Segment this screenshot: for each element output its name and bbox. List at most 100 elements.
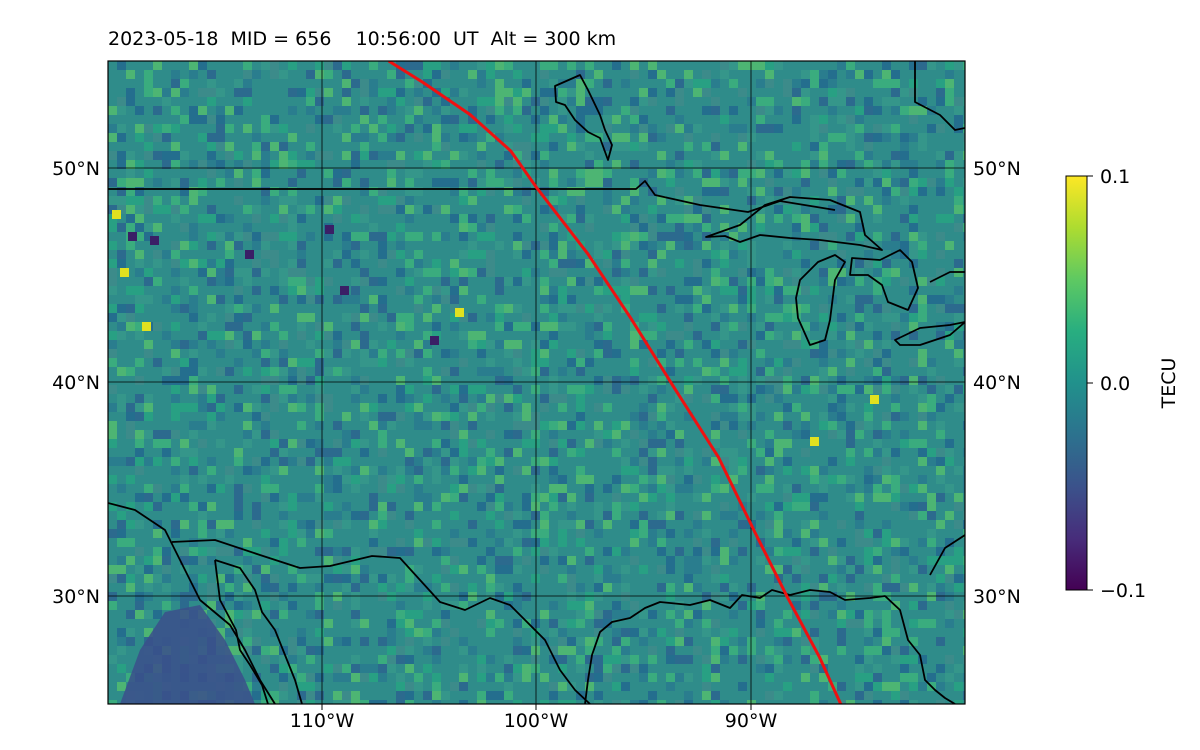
tec-cell — [603, 430, 612, 439]
tec-cell — [531, 574, 540, 583]
tec-cell — [414, 583, 423, 592]
tec-cell — [675, 214, 684, 223]
tec-cell — [819, 601, 828, 610]
tec-cell — [954, 313, 963, 322]
tec-cell — [468, 646, 477, 655]
tec-cell — [198, 70, 207, 79]
tec-cell — [666, 205, 675, 214]
tec-cell — [414, 628, 423, 637]
tec-cell — [891, 448, 900, 457]
tec-cell — [765, 331, 774, 340]
tec-cell — [477, 331, 486, 340]
tec-cell — [657, 511, 666, 520]
tec-cell — [594, 169, 603, 178]
tec-cell — [441, 205, 450, 214]
tec-cell — [243, 538, 252, 547]
tec-cell — [378, 187, 387, 196]
tec-cell — [648, 655, 657, 664]
tec-cell — [252, 151, 261, 160]
tec-cell — [666, 403, 675, 412]
tec-cell — [378, 601, 387, 610]
tec-cell — [216, 223, 225, 232]
tec-cell — [216, 628, 225, 637]
tec-cell — [279, 205, 288, 214]
tec-cell — [666, 646, 675, 655]
tec-cell — [297, 88, 306, 97]
tec-cell — [837, 403, 846, 412]
tec-cell — [540, 394, 549, 403]
tec-cell — [774, 214, 783, 223]
tec-cell — [945, 70, 954, 79]
tec-cell — [810, 502, 819, 511]
tec-cell — [882, 70, 891, 79]
tec-cell — [747, 493, 756, 502]
tec-cell — [495, 178, 504, 187]
tec-cell — [945, 340, 954, 349]
tec-cell — [315, 493, 324, 502]
tec-cell — [252, 502, 261, 511]
tec-cell — [936, 187, 945, 196]
tec-cell — [549, 394, 558, 403]
tec-cell — [864, 466, 873, 475]
tec-cell — [891, 556, 900, 565]
tec-cell — [117, 187, 126, 196]
lon-label-100w: 100°W — [504, 710, 569, 732]
tec-cell — [297, 637, 306, 646]
tec-cell — [234, 655, 243, 664]
tec-cell — [315, 601, 324, 610]
tec-cell — [576, 583, 585, 592]
tec-cell — [882, 475, 891, 484]
tec-cell — [945, 457, 954, 466]
tec-cell — [963, 133, 965, 142]
tec-cell — [108, 592, 117, 601]
tec-cell — [693, 124, 702, 133]
tec-cell — [126, 97, 135, 106]
tec-cell — [909, 232, 918, 241]
tec-cell — [342, 196, 351, 205]
tec-cell — [261, 700, 270, 704]
tec-cell — [198, 394, 207, 403]
tec-cell — [333, 511, 342, 520]
tec-cell — [783, 439, 792, 448]
tec-cell — [765, 691, 774, 700]
tec-cell — [513, 151, 522, 160]
tec-speckle — [340, 286, 349, 295]
tec-cell — [108, 223, 117, 232]
tec-cell — [666, 331, 675, 340]
tec-cell — [207, 205, 216, 214]
tec-cell — [324, 394, 333, 403]
tec-cell — [801, 214, 810, 223]
tec-cell — [864, 421, 873, 430]
tec-cell — [441, 592, 450, 601]
tec-cell — [891, 268, 900, 277]
tec-cell — [945, 673, 954, 682]
tec-cell — [405, 97, 414, 106]
tec-cell — [693, 682, 702, 691]
tec-cell — [486, 430, 495, 439]
tec-cell — [117, 619, 126, 628]
tec-cell — [882, 160, 891, 169]
tec-cell — [837, 106, 846, 115]
tec-cell — [783, 547, 792, 556]
tec-cell — [918, 97, 927, 106]
tec-cell — [423, 448, 432, 457]
tec-cell — [711, 457, 720, 466]
tec-cell — [891, 385, 900, 394]
tec-cell — [549, 682, 558, 691]
tec-cell — [567, 574, 576, 583]
tec-cell — [846, 70, 855, 79]
tec-cell — [603, 673, 612, 682]
tec-cell — [162, 277, 171, 286]
tec-cell — [108, 655, 117, 664]
tec-cell — [243, 223, 252, 232]
tec-cell — [927, 412, 936, 421]
title-alt: Alt = 300 km — [490, 28, 617, 50]
tec-cell — [612, 259, 621, 268]
tec-cell — [783, 313, 792, 322]
tec-cell — [711, 268, 720, 277]
tec-cell — [117, 646, 126, 655]
tec-cell — [945, 619, 954, 628]
tec-cell — [540, 133, 549, 142]
tec-cell — [720, 196, 729, 205]
tec-cell — [333, 295, 342, 304]
